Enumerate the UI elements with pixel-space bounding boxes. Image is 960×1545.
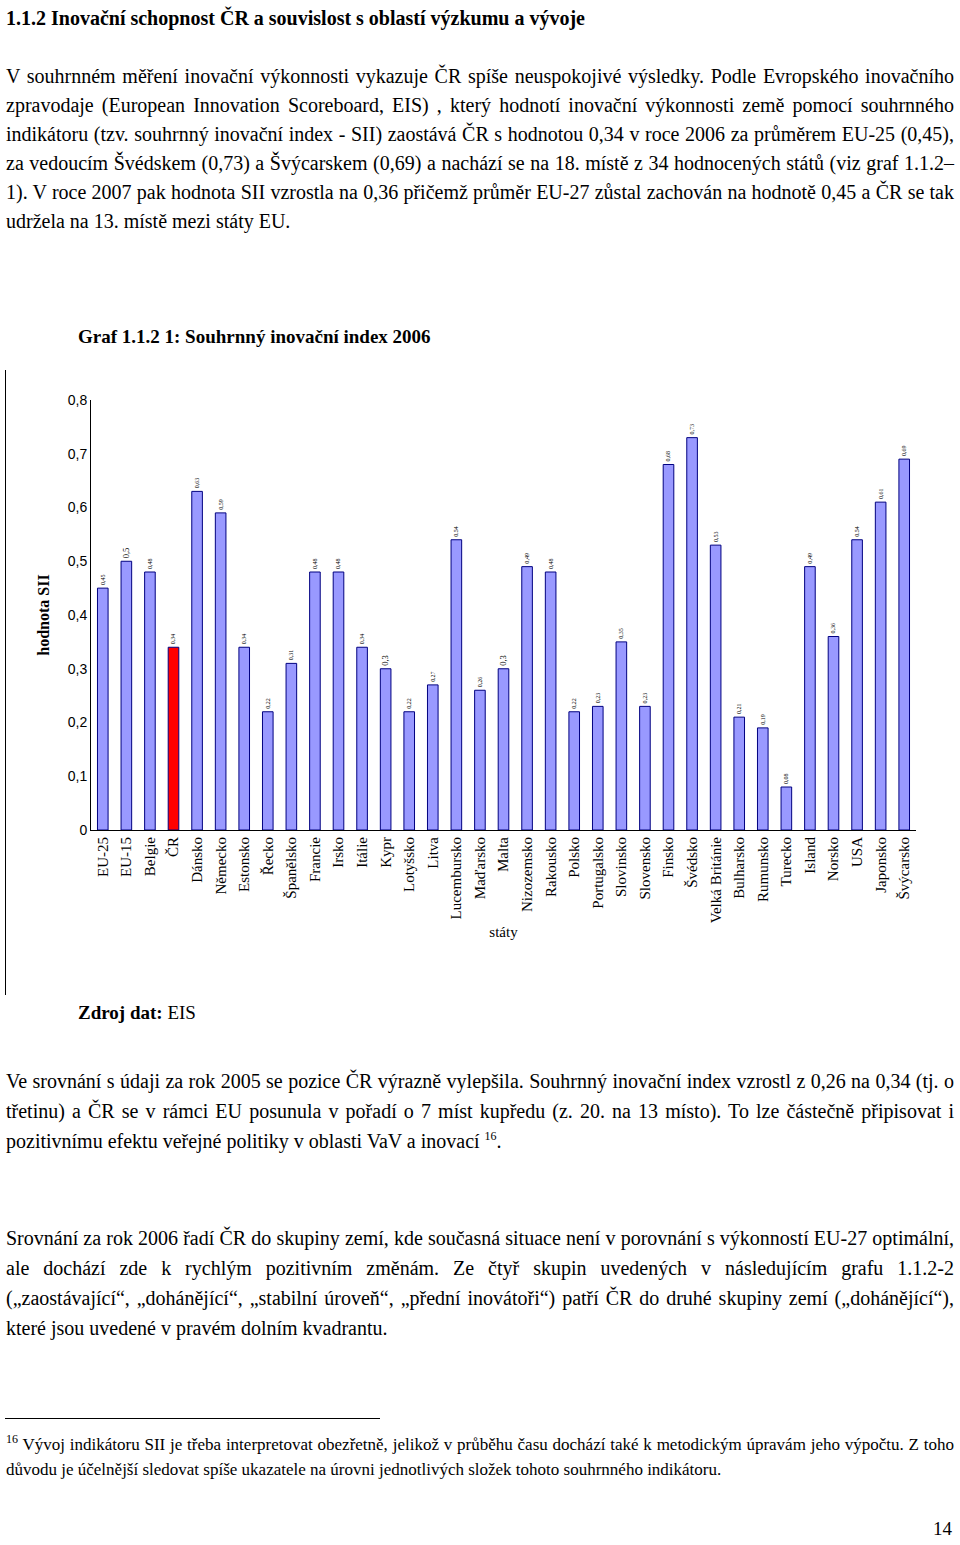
svg-text:0,3: 0,3 — [68, 661, 88, 677]
svg-text:0,34: 0,34 — [170, 634, 176, 644]
svg-text:Německo: Německo — [213, 837, 229, 894]
svg-text:Španělsko: Španělsko — [283, 837, 299, 899]
svg-text:Kypr: Kypr — [378, 837, 394, 868]
svg-text:Francie: Francie — [307, 837, 323, 882]
svg-text:Finsko: Finsko — [660, 837, 676, 878]
svg-text:0,6: 0,6 — [68, 499, 88, 515]
html-text:14: 14 — [933, 1518, 952, 1539]
svg-text:Belgie: Belgie — [142, 837, 158, 876]
svg-text:Estonsko: Estonsko — [236, 837, 252, 892]
html-text:V souhrnném měření inovační vý: V souhrnném měření inovační výkonnosti v… — [6, 65, 954, 232]
svg-text:0,26: 0,26 — [477, 677, 483, 688]
html-text:1.1.2 Inovační schopnost ČR a: 1.1.2 Inovační schopnost ČR a souvislost… — [6, 7, 585, 29]
svg-text:Velká Británie: Velká Británie — [708, 837, 724, 924]
svg-text:0,45: 0,45 — [100, 575, 106, 586]
svg-text:0,63: 0,63 — [194, 478, 200, 489]
svg-text:Island: Island — [802, 837, 818, 874]
svg-text:Nizozemsko: Nizozemsko — [519, 837, 535, 912]
svg-text:0,7: 0,7 — [68, 446, 88, 462]
svg-text:Litva: Litva — [425, 837, 441, 869]
svg-text:0,5: 0,5 — [68, 553, 88, 569]
html-text:16Vývoj indikátoru SII je třeb: 16Vývoj indikátoru SII je třeba interpre… — [6, 1432, 954, 1479]
svg-text:0,48: 0,48 — [548, 558, 554, 569]
svg-text:Rumunsko: Rumunsko — [755, 837, 771, 902]
svg-text:0: 0 — [79, 822, 87, 838]
svg-text:Polsko: Polsko — [566, 837, 582, 878]
svg-text:0,19: 0,19 — [760, 714, 766, 725]
svg-text:0,4: 0,4 — [68, 607, 88, 623]
svg-text:ČR: ČR — [165, 837, 181, 857]
svg-text:0,5: 0,5 — [121, 548, 131, 559]
svg-text:0,3: 0,3 — [498, 655, 508, 666]
svg-text:0,53: 0,53 — [713, 532, 719, 543]
svg-text:Turecko: Turecko — [778, 837, 794, 886]
svg-text:0,2: 0,2 — [68, 714, 88, 730]
svg-text:0,54: 0,54 — [453, 526, 459, 536]
svg-text:0,35: 0,35 — [618, 628, 624, 639]
svg-text:Lucembursko: Lucembursko — [448, 837, 464, 919]
svg-text:hodnota SII: hodnota SII — [35, 574, 52, 655]
svg-text:USA: USA — [849, 837, 865, 867]
svg-text:Dánsko: Dánsko — [189, 837, 205, 883]
svg-text:0,48: 0,48 — [147, 558, 153, 569]
svg-text:0,49: 0,49 — [524, 553, 530, 564]
svg-text:0,8: 0,8 — [68, 392, 88, 408]
svg-text:Švédsko: Švédsko — [684, 837, 700, 888]
svg-text:0,54: 0,54 — [854, 526, 860, 536]
svg-text:Řecko: Řecko — [260, 837, 276, 875]
svg-text:0,36: 0,36 — [830, 623, 836, 634]
html-text:Zdroj dat: EIS: Zdroj dat: EIS — [78, 1002, 196, 1023]
svg-text:Irsko: Irsko — [330, 837, 346, 868]
svg-text:EU-15: EU-15 — [118, 837, 134, 877]
svg-text:Itálie: Itálie — [354, 837, 370, 868]
svg-text:0,34: 0,34 — [241, 634, 247, 644]
svg-text:0,73: 0,73 — [689, 424, 695, 435]
svg-text:Rakousko: Rakousko — [543, 837, 559, 897]
svg-text:0,23: 0,23 — [642, 693, 648, 704]
svg-text:0,21: 0,21 — [736, 704, 742, 715]
svg-text:Norsko: Norsko — [825, 837, 841, 881]
svg-text:0,61: 0,61 — [878, 489, 884, 500]
svg-text:0,3: 0,3 — [380, 655, 390, 666]
svg-text:0,59: 0,59 — [218, 499, 224, 510]
svg-text:0,49: 0,49 — [807, 553, 813, 564]
svg-text:0,31: 0,31 — [288, 650, 294, 661]
html-text:Srovnání za rok 2006 řadí ČR d: Srovnání za rok 2006 řadí ČR do skupiny … — [6, 1227, 954, 1339]
svg-text:0,69: 0,69 — [901, 446, 907, 457]
svg-text:Bulharsko: Bulharsko — [731, 837, 747, 899]
svg-text:0,22: 0,22 — [571, 698, 577, 709]
html-text:Ve srovnání s údaji za rok 200: Ve srovnání s údaji za rok 2005 se pozic… — [6, 1070, 954, 1152]
svg-text:Lotyšsko: Lotyšsko — [401, 837, 417, 892]
svg-text:0,48: 0,48 — [312, 558, 318, 569]
svg-text:EU-25: EU-25 — [95, 837, 111, 877]
svg-text:0,08: 0,08 — [783, 773, 789, 784]
svg-text:0,48: 0,48 — [335, 558, 341, 569]
svg-text:0,1: 0,1 — [68, 768, 88, 784]
svg-text:0,23: 0,23 — [595, 693, 601, 704]
svg-text:Japonsko: Japonsko — [873, 837, 889, 893]
svg-text:Malta: Malta — [495, 837, 511, 872]
svg-text:Švýcarsko: Švýcarsko — [896, 837, 912, 900]
svg-text:Slovinsko: Slovinsko — [613, 837, 629, 897]
svg-text:0,22: 0,22 — [406, 698, 412, 709]
svg-text:Portugalsko: Portugalsko — [590, 837, 606, 909]
svg-text:0,68: 0,68 — [665, 451, 671, 462]
svg-text:Slovensko: Slovensko — [637, 837, 653, 900]
svg-text:státy: státy — [489, 924, 518, 940]
svg-text:0,27: 0,27 — [430, 671, 436, 681]
svg-text:0,34: 0,34 — [359, 634, 365, 644]
html-text:Graf 1.1.2 1: Souhrnný inovačn: Graf 1.1.2 1: Souhrnný inovační index 20… — [78, 326, 431, 347]
svg-text:0,22: 0,22 — [265, 698, 271, 709]
svg-text:Maďarsko: Maďarsko — [472, 837, 488, 899]
